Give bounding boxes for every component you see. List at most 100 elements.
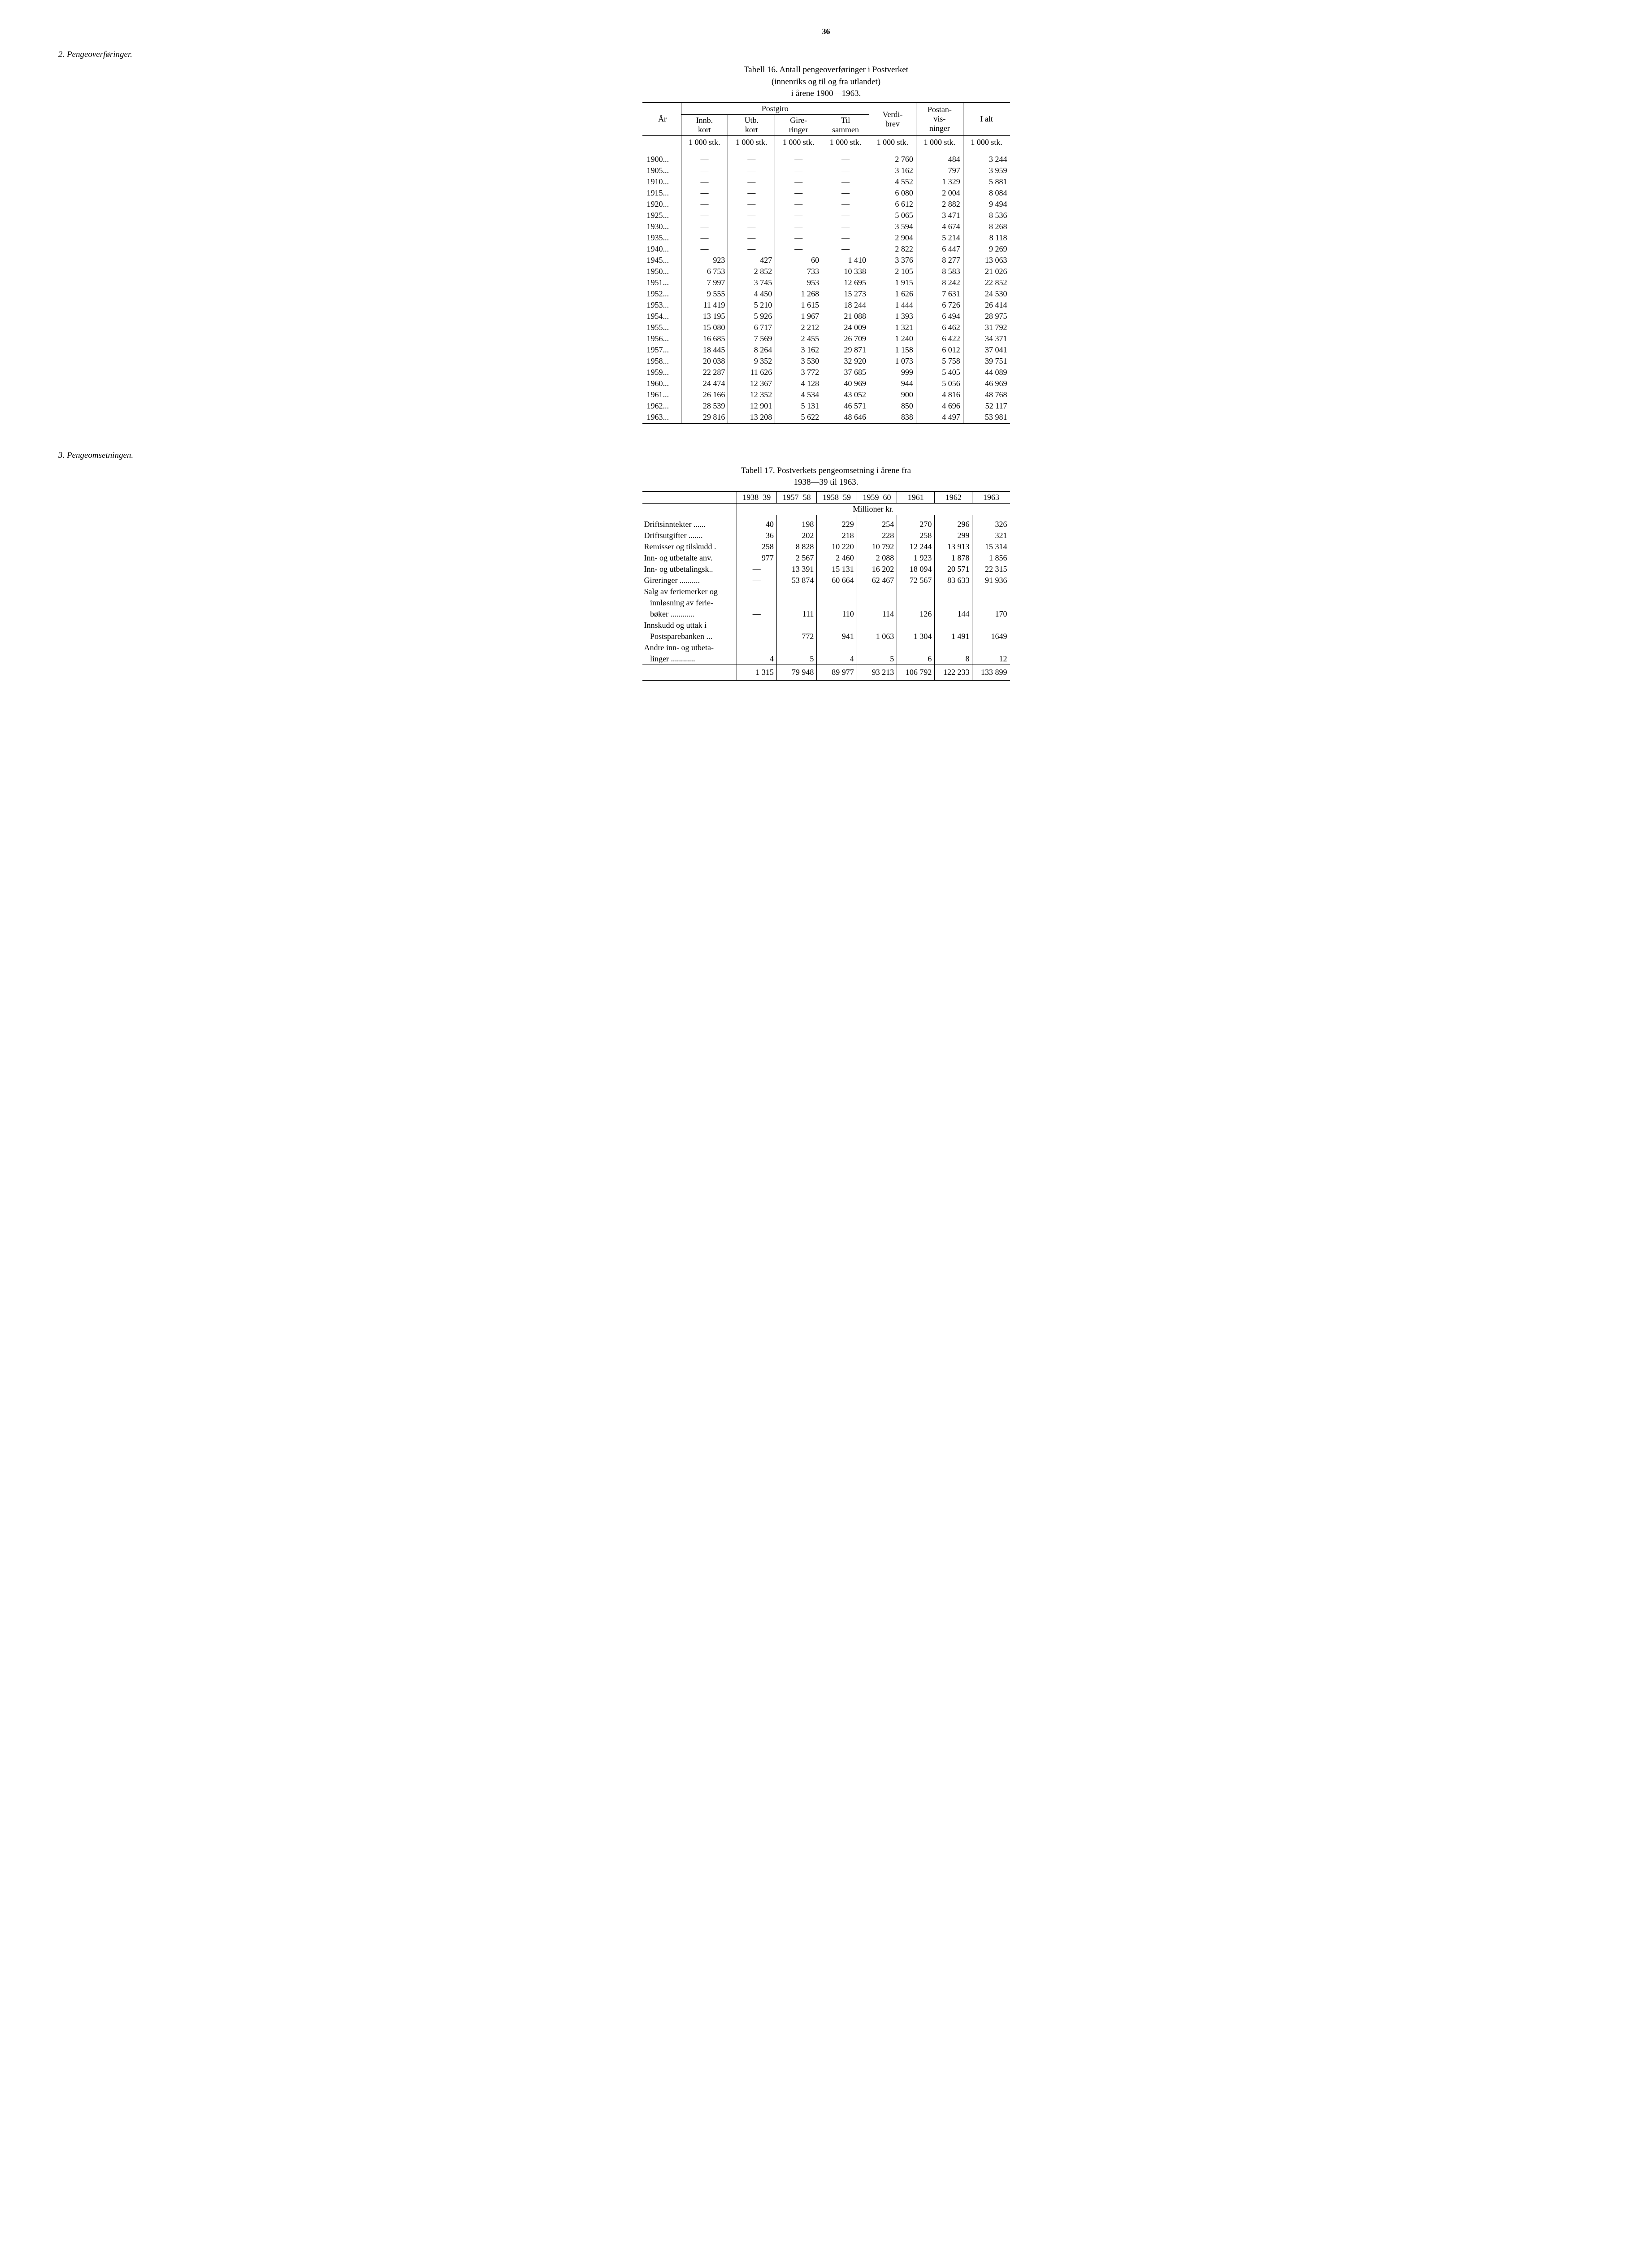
cell: 5 (857, 653, 897, 665)
cell: 198 (776, 519, 816, 530)
t17-col-year: 1962 (935, 491, 972, 504)
cell: 18 094 (897, 564, 935, 575)
t16-unit: 1 000 stk. (963, 135, 1010, 150)
cell: 170 (972, 608, 1010, 620)
table-row: Gireringer ..........—53 87460 66462 467… (642, 575, 1010, 586)
cell: 18 445 (681, 344, 728, 356)
cell: 1 615 (775, 300, 822, 311)
table-row: 1935...————2 9045 2148 118 (642, 232, 1010, 243)
cell: 13 195 (681, 311, 728, 322)
cell: 1 915 (869, 277, 916, 288)
cell: — (775, 199, 822, 210)
cell: 1925... (642, 210, 681, 221)
cell (817, 597, 857, 608)
cell: 3 594 (869, 221, 916, 232)
cell: 321 (972, 530, 1010, 541)
cell: 6 462 (916, 322, 963, 333)
cell: 228 (857, 530, 897, 541)
cell: 5 056 (916, 378, 963, 389)
cell (897, 642, 935, 653)
cell: 8 264 (728, 344, 775, 356)
sum-cell: 93 213 (857, 665, 897, 680)
table-row: 1955...15 0806 7172 21224 0091 3216 4623… (642, 322, 1010, 333)
cell: 12 352 (728, 389, 775, 400)
cell: 62 467 (857, 575, 897, 586)
cell: 48 768 (963, 389, 1010, 400)
cell (935, 597, 972, 608)
cell: 44 089 (963, 367, 1010, 378)
cell: 977 (737, 552, 776, 564)
cell: 6 717 (728, 322, 775, 333)
cell: 1940... (642, 243, 681, 255)
cell: 22 287 (681, 367, 728, 378)
cell: 2 904 (869, 232, 916, 243)
cell: 953 (775, 277, 822, 288)
cell: 427 (728, 255, 775, 266)
cell: — (822, 221, 869, 232)
table16-caption: Tabell 16. Antall pengeoverføringer i Po… (681, 64, 972, 100)
cell: 850 (869, 400, 916, 412)
cell: 6 447 (916, 243, 963, 255)
cell: 20 571 (935, 564, 972, 575)
cell: 52 117 (963, 400, 1010, 412)
cell: — (728, 243, 775, 255)
table-row: Salg av feriemerker og (642, 586, 1010, 597)
cell (817, 642, 857, 653)
cell: 40 969 (822, 378, 869, 389)
cell: 28 539 (681, 400, 728, 412)
cell: 31 792 (963, 322, 1010, 333)
cell: 4 534 (775, 389, 822, 400)
cell: 29 816 (681, 412, 728, 423)
cell: 218 (817, 530, 857, 541)
cell (935, 620, 972, 631)
cell: 8 084 (963, 187, 1010, 199)
row-label: Driftsinntekter ...... (642, 519, 737, 530)
t16-unit: 1 000 stk. (869, 135, 916, 150)
cell: 114 (857, 608, 897, 620)
cell: 1945... (642, 255, 681, 266)
cell: 1 240 (869, 333, 916, 344)
cell: 733 (775, 266, 822, 277)
table-row: 1925...————5 0653 4718 536 (642, 210, 1010, 221)
t17-col-year: 1957–58 (776, 491, 816, 504)
cell: 15 314 (972, 541, 1010, 552)
cell: 2 567 (776, 552, 816, 564)
cell: 40 (737, 519, 776, 530)
cell: 53 874 (776, 575, 816, 586)
table-row: 1951...7 9973 74595312 6951 9158 24222 8… (642, 277, 1010, 288)
cell: 22 852 (963, 277, 1010, 288)
cell: — (822, 199, 869, 210)
cell: 16 202 (857, 564, 897, 575)
cell (972, 620, 1010, 631)
cell: 1963... (642, 412, 681, 423)
cell: 1961... (642, 389, 681, 400)
cell: — (775, 232, 822, 243)
cell: 10 220 (817, 541, 857, 552)
cell: 26 166 (681, 389, 728, 400)
cell: 229 (817, 519, 857, 530)
cell: 2 760 (869, 154, 916, 165)
cell: 6 (897, 653, 935, 665)
cell: 299 (935, 530, 972, 541)
cell: — (775, 165, 822, 176)
cell: — (728, 165, 775, 176)
sum-cell: 79 948 (776, 665, 816, 680)
table-row: innløsning av ferie- (642, 597, 1010, 608)
cell: 26 709 (822, 333, 869, 344)
cell: 5 405 (916, 367, 963, 378)
cell: 1955... (642, 322, 681, 333)
cell: 1950... (642, 266, 681, 277)
t17-col-year: 1958–59 (817, 491, 857, 504)
cell: — (737, 608, 776, 620)
cell: 8 268 (963, 221, 1010, 232)
table-row: 1952...9 5554 4501 26815 2731 6267 63124… (642, 288, 1010, 300)
cell: 838 (869, 412, 916, 423)
cell (857, 586, 897, 597)
cell: 7 997 (681, 277, 728, 288)
cell: 83 633 (935, 575, 972, 586)
cell: 11 419 (681, 300, 728, 311)
cell: 202 (776, 530, 816, 541)
cell: 5 210 (728, 300, 775, 311)
cell: 37 041 (963, 344, 1010, 356)
cell: 3 530 (775, 356, 822, 367)
